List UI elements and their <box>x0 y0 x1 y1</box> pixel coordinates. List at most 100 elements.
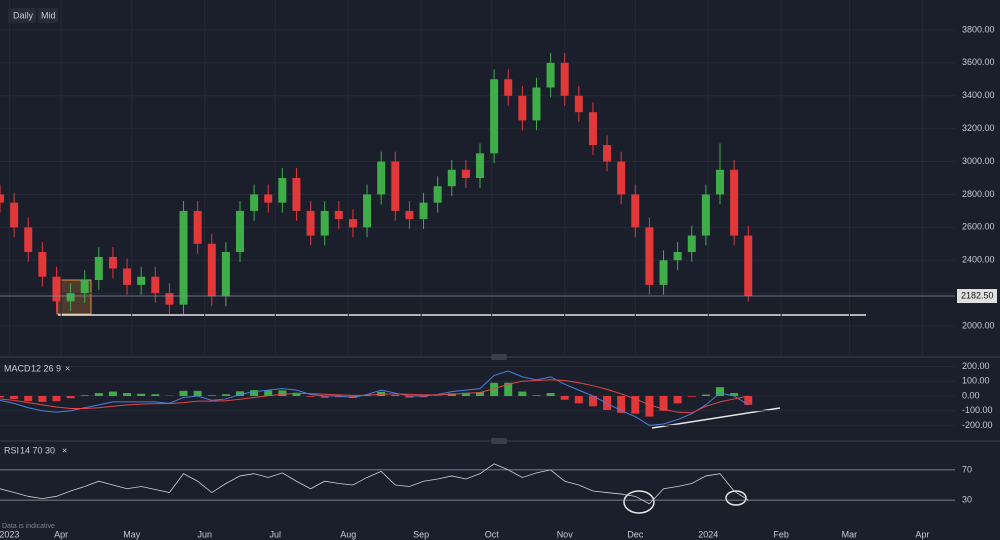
footnote: Data is indicative <box>2 523 55 530</box>
candle-body <box>108 256 117 269</box>
trend-line <box>651 407 781 429</box>
indicator-title: RSI <box>4 445 19 455</box>
price-side-label[interactable]: Mid <box>41 10 56 20</box>
candle-body <box>193 210 202 244</box>
x-tick-label: Aug <box>340 529 356 539</box>
candle-body <box>320 210 329 236</box>
y-tick-label: 3400.00 <box>962 90 995 100</box>
candle-body <box>66 293 75 302</box>
histogram-bar <box>334 395 343 398</box>
candle-body <box>744 235 753 297</box>
histogram-bar <box>687 395 696 397</box>
candle-body <box>292 177 301 211</box>
indicator-params: 14 70 30 <box>20 445 55 455</box>
candle-body <box>250 194 259 211</box>
x-tick-label: Apr <box>915 529 929 539</box>
candle-body <box>264 194 273 203</box>
y-tick-label: 30 <box>962 494 972 504</box>
histogram-bar <box>617 395 626 413</box>
candle-body <box>419 202 428 220</box>
histogram-bar <box>123 393 132 396</box>
x-tick-label: Nov <box>557 529 574 539</box>
x-tick-label: Sep <box>413 529 429 539</box>
candle-body <box>94 256 103 280</box>
x-tick-label: 2024 <box>698 529 718 539</box>
x-tick-label: 2023 <box>0 529 19 539</box>
histogram-bar <box>80 395 89 396</box>
price-side-button[interactable] <box>38 8 58 23</box>
histogram-bar <box>306 395 315 397</box>
candle-body <box>405 210 414 220</box>
histogram-bar <box>574 395 583 404</box>
candle-body <box>476 153 484 178</box>
candle-body <box>716 169 724 195</box>
resize-handle[interactable] <box>491 354 507 360</box>
candle-body <box>518 95 527 121</box>
histogram-bar <box>221 394 230 396</box>
histogram-bar <box>391 395 400 396</box>
histogram-bar <box>278 390 287 396</box>
histogram-bar <box>518 391 527 396</box>
y-tick-label: -100.00 <box>962 405 993 415</box>
histogram-bar <box>108 391 117 396</box>
histogram-bar <box>532 395 541 396</box>
candle-body <box>137 276 146 285</box>
histogram-bar <box>716 387 724 396</box>
histogram-bar <box>52 395 61 402</box>
candle-body <box>80 279 89 294</box>
histogram-bar <box>193 390 202 396</box>
candle-body <box>278 177 287 203</box>
candle-body <box>221 252 230 297</box>
histogram-bar <box>560 395 569 400</box>
histogram-bar <box>546 393 555 396</box>
y-tick-label: 70 <box>962 464 972 474</box>
x-tick-label: Jun <box>197 529 212 539</box>
histogram-bar <box>151 394 160 396</box>
candle-body <box>560 62 569 96</box>
histogram-bar <box>264 390 273 396</box>
histogram-bar <box>419 395 428 398</box>
y-tick-label: 3000.00 <box>962 156 995 166</box>
y-tick-label: 200.00 <box>962 361 990 371</box>
candle-body <box>0 194 4 203</box>
histogram-bar <box>38 395 47 402</box>
interval-label[interactable]: Daily <box>13 10 34 20</box>
histogram-bar <box>490 382 499 396</box>
y-tick-label: 2000.00 <box>962 320 995 330</box>
histogram-bar <box>744 395 753 405</box>
candle-body <box>391 161 400 211</box>
histogram-bar <box>588 395 597 407</box>
candle-body <box>165 293 174 305</box>
candle-body <box>123 268 132 285</box>
x-tick-label: Dec <box>627 529 644 539</box>
highlight-circle <box>623 490 655 514</box>
candle-body <box>24 227 33 253</box>
y-tick-label: 100.00 <box>962 376 990 386</box>
histogram-bar <box>137 393 146 396</box>
candle-body <box>617 161 626 195</box>
last-price-box <box>957 289 997 304</box>
histogram-bar <box>504 382 513 396</box>
x-tick-label: May <box>123 529 141 539</box>
y-tick-label: 3200.00 <box>962 123 995 133</box>
close-indicator[interactable]: × <box>62 445 67 455</box>
histogram-bar <box>250 390 259 396</box>
interval-button[interactable] <box>8 8 36 23</box>
resize-handle[interactable] <box>491 438 507 444</box>
histogram-bar <box>0 395 4 398</box>
histogram-bar <box>66 395 75 399</box>
last-price-label: 2182.50 <box>961 290 994 300</box>
histogram-bar <box>701 394 710 396</box>
candle-body <box>179 210 188 305</box>
close-indicator[interactable]: × <box>65 363 70 373</box>
candle-body <box>151 276 160 294</box>
candle-body <box>334 210 343 220</box>
histogram-bar <box>645 395 654 417</box>
candle-body <box>10 202 19 228</box>
histogram-bar <box>461 392 470 396</box>
candle-body <box>236 210 244 253</box>
histogram-bar <box>631 395 640 414</box>
x-tick-label: Jul <box>270 529 282 539</box>
